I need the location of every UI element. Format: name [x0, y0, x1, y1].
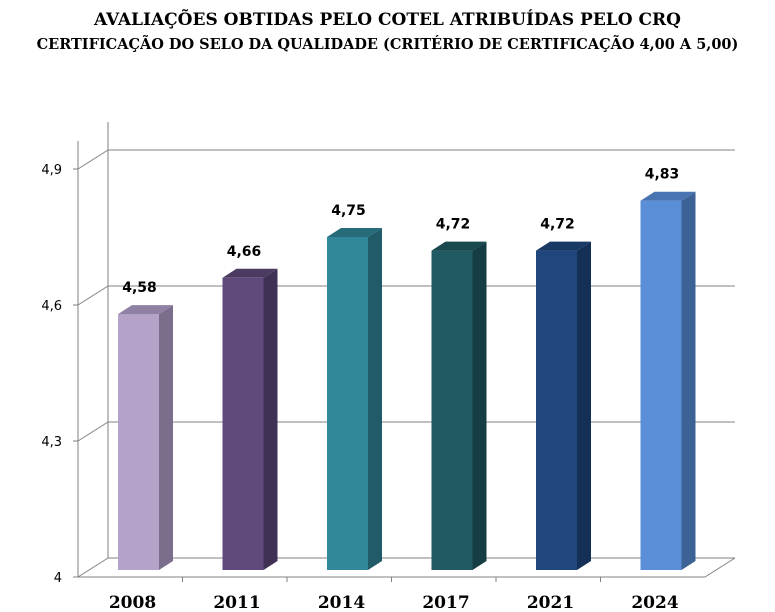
bar-side	[368, 228, 382, 570]
data-label: 4,75	[331, 203, 366, 219]
bar-side	[263, 268, 278, 570]
bar-2021	[536, 241, 591, 570]
bar-front	[118, 314, 159, 570]
chart-subtitle: CERTIFICAÇÃO DO SELO DA QUALIDADE (CRITÉ…	[36, 36, 739, 53]
x-tick-label: 2008	[109, 593, 156, 612]
chart-title: AVALIAÇÕES OBTIDAS PELO COTEL ATRIBUÍDAS…	[94, 10, 681, 30]
bar-front	[431, 250, 473, 570]
y-tick-label: 4,9	[41, 163, 62, 178]
x-tick-label: 2014	[318, 593, 365, 612]
label-layer: 4 4,3 4,6 4,9 4,58 2008 4,66 2011 4,75 2014 4,72 20…	[41, 163, 679, 612]
gridline-0-diag	[77, 557, 109, 578]
bar-2014	[327, 228, 382, 570]
bar-2017	[431, 241, 487, 570]
data-label: 4,83	[645, 167, 680, 183]
bar-2011	[222, 268, 278, 570]
bar-side	[159, 305, 173, 570]
bar-front	[327, 237, 368, 570]
bar-top	[431, 241, 487, 251]
data-label: 4,58	[122, 280, 157, 296]
bar-side	[472, 241, 487, 570]
y-tick-label: 4,3	[41, 435, 62, 450]
x-axis-depth	[704, 557, 736, 578]
x-tick-label: 2021	[527, 593, 574, 612]
bar-side	[681, 191, 696, 570]
bar-2008	[118, 305, 173, 570]
x-tick-label: 2024	[631, 593, 678, 612]
y-tick-label: 4,6	[41, 299, 62, 314]
bar-front	[222, 277, 264, 570]
bar-top	[327, 228, 382, 237]
gridline-3-diag	[77, 149, 109, 170]
bar-layer	[118, 191, 696, 570]
gridline-1-diag	[77, 421, 109, 442]
y-tick-label: 4	[54, 571, 62, 586]
bar-top	[222, 268, 278, 278]
bar-front	[640, 200, 682, 570]
x-tick-label: 2011	[213, 593, 260, 612]
bar-side	[577, 241, 591, 570]
x-tick-label: 2017	[422, 593, 469, 612]
data-label: 4,72	[540, 217, 575, 233]
bar-top	[536, 241, 591, 251]
data-label: 4,66	[227, 244, 262, 260]
bar-top	[118, 305, 173, 315]
bar-front	[536, 250, 577, 570]
bar-top	[640, 191, 696, 201]
data-label: 4,72	[436, 217, 471, 233]
bar-2024	[640, 191, 696, 570]
grid-layer	[73, 122, 736, 582]
gridline-2-diag	[77, 285, 109, 306]
